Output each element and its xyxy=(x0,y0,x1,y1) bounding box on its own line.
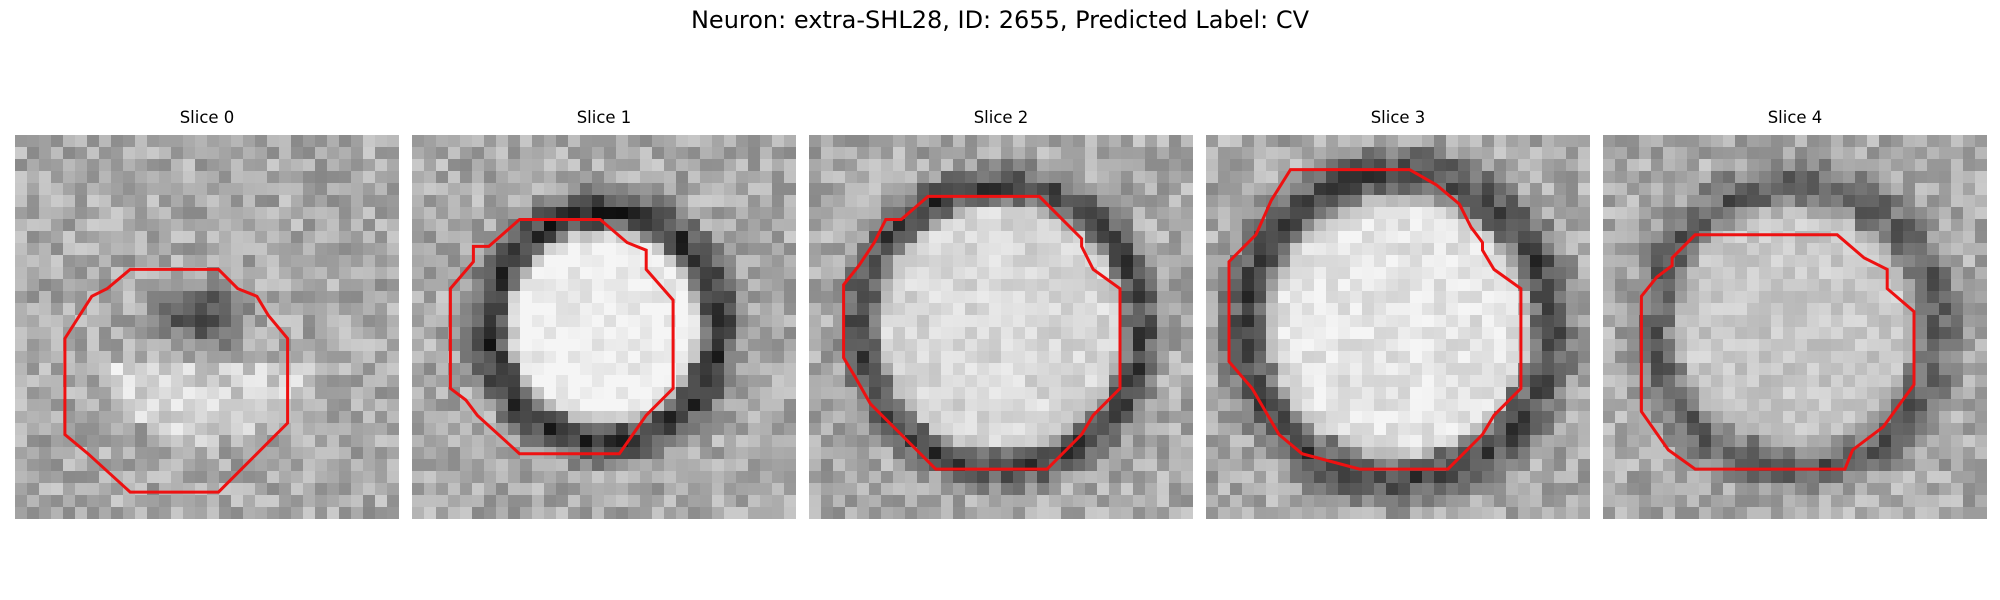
slice-image xyxy=(1206,135,1590,519)
pixel-grid xyxy=(412,135,796,519)
segmentation-contour xyxy=(842,194,1122,471)
slice-image xyxy=(412,135,796,519)
slice-title: Slice 2 xyxy=(973,108,1029,127)
segmentation-contour xyxy=(1227,168,1523,471)
pixel-grid xyxy=(809,135,1193,519)
slice-title: Slice 3 xyxy=(1370,108,1426,127)
segmentation-contour xyxy=(1639,233,1916,471)
pixel-grid xyxy=(1603,135,1987,519)
segmentation-contour xyxy=(448,218,675,456)
segmentation-contour xyxy=(63,267,290,494)
pixel-grid xyxy=(15,135,399,519)
slice-title: Slice 0 xyxy=(179,108,235,127)
figure-title: Neuron: extra-SHL28, ID: 2655, Predicted… xyxy=(690,6,1310,34)
slice-title: Slice 1 xyxy=(576,108,632,127)
slice-title: Slice 4 xyxy=(1767,108,1823,127)
slice-image xyxy=(1603,135,1987,519)
pixel-grid xyxy=(1206,135,1590,519)
slice-image xyxy=(15,135,399,519)
slice-image xyxy=(809,135,1193,519)
